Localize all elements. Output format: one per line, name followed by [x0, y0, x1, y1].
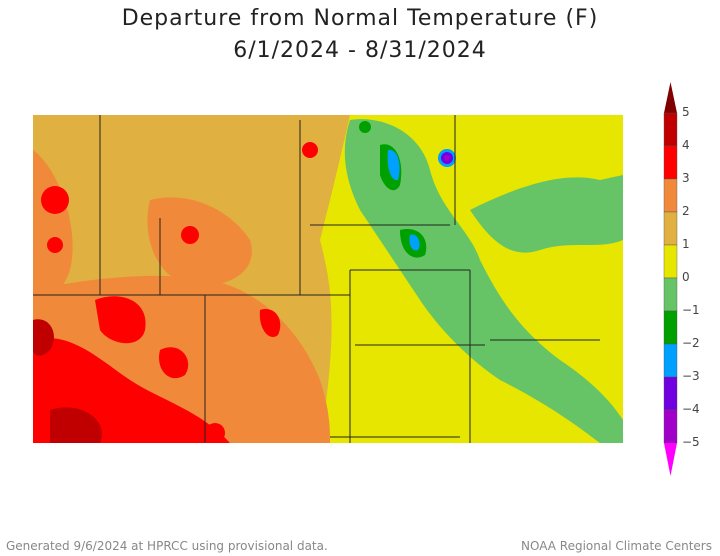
colorbar-segment [663, 277, 678, 312]
generated-note: Generated 9/6/2024 at HPRCC using provis… [6, 539, 328, 553]
colorbar-segment [663, 244, 678, 279]
colorbar-tick-label: −3 [682, 369, 700, 383]
colorbar-segment [663, 376, 678, 411]
colorbar-bottom-arrow [664, 443, 677, 476]
colorbar [663, 82, 678, 476]
map-title: Departure from Normal Temperature (F) [121, 6, 599, 31]
colorbar-segment [663, 409, 678, 444]
colorbar-tick-label: 0 [682, 270, 690, 284]
map-shading [33, 115, 623, 443]
colorbar-segment [663, 343, 678, 378]
colorbar-top-arrow [664, 82, 677, 113]
colorbar-segment [663, 112, 678, 147]
colorbar-tick-label: 1 [682, 237, 690, 251]
credit: NOAA Regional Climate Centers [521, 539, 712, 553]
colorbar-segment [663, 178, 678, 213]
date-range: 6/1/2024 - 8/31/2024 [233, 38, 487, 63]
colorbar-tick-label: −4 [682, 402, 700, 416]
colorbar-tick-label: 5 [682, 105, 690, 119]
state-borders [33, 115, 600, 443]
colorbar-tick-label: 2 [682, 204, 690, 218]
colorbar-segment [663, 211, 678, 246]
colorbar-tick-label: 4 [682, 138, 690, 152]
colorbar-tick-label: −1 [682, 303, 700, 317]
colorbar-segment [663, 310, 678, 345]
colorbar-segment [663, 145, 678, 180]
colorbar-tick-label: 3 [682, 171, 690, 185]
colorbar-tick-label: −5 [682, 435, 700, 449]
colorbar-tick-label: −2 [682, 336, 700, 350]
